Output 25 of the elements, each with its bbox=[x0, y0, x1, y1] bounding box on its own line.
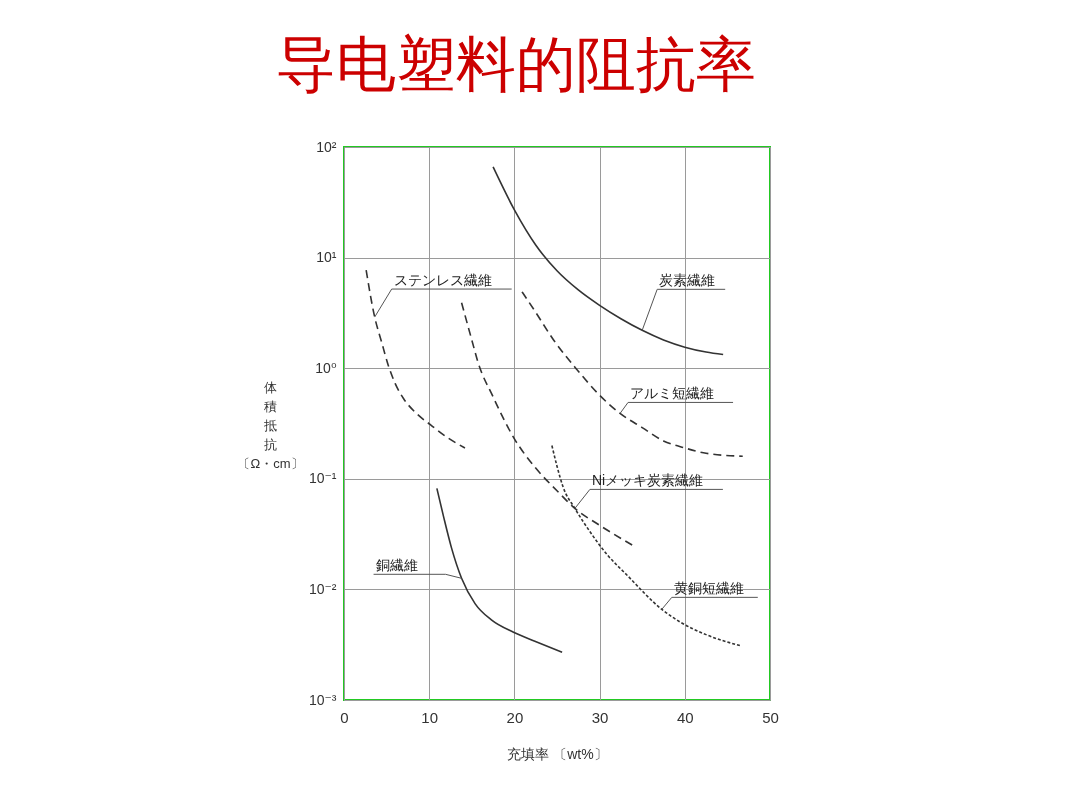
text: 銅繊維 bbox=[375, 557, 418, 574]
series-label: 黄銅短繊維 bbox=[673, 580, 744, 597]
y-tick-label: 10⁻³ bbox=[308, 691, 337, 708]
y-tick-label: 10² bbox=[316, 138, 337, 155]
x-tick-label: 0 bbox=[340, 708, 349, 726]
x-tick-label: 30 bbox=[591, 708, 609, 726]
y-tick-label: 10⁻² bbox=[308, 580, 337, 597]
y-tick-label: 10⁻¹ bbox=[308, 470, 337, 487]
series-label: Niメッキ炭素繊維 bbox=[591, 472, 704, 489]
x-tick-label: 20 bbox=[506, 708, 524, 726]
x-axis-title: 充填率 〔wt%〕 bbox=[507, 745, 608, 762]
line-series bbox=[521, 291, 744, 458]
line-series bbox=[365, 269, 466, 449]
x-tick-label: 10 bbox=[421, 708, 439, 726]
text: 炭素繊維 bbox=[659, 272, 716, 289]
series-label: アルミ短繊維 bbox=[630, 385, 715, 402]
y-tick-label: 10¹ bbox=[316, 249, 337, 266]
x-tick-label: 40 bbox=[676, 708, 694, 726]
line-series bbox=[436, 487, 563, 654]
chart-title: 导电塑料的阻抗率 bbox=[276, 29, 756, 99]
y-tick-label: 10⁰ bbox=[315, 359, 337, 376]
x-tick-label: 50 bbox=[762, 708, 779, 726]
line-series bbox=[492, 166, 724, 356]
series-label: ステンレス繊維 bbox=[393, 272, 492, 289]
y-axis-title: 体積抵抗〔Ω・cm〕 bbox=[237, 379, 304, 471]
